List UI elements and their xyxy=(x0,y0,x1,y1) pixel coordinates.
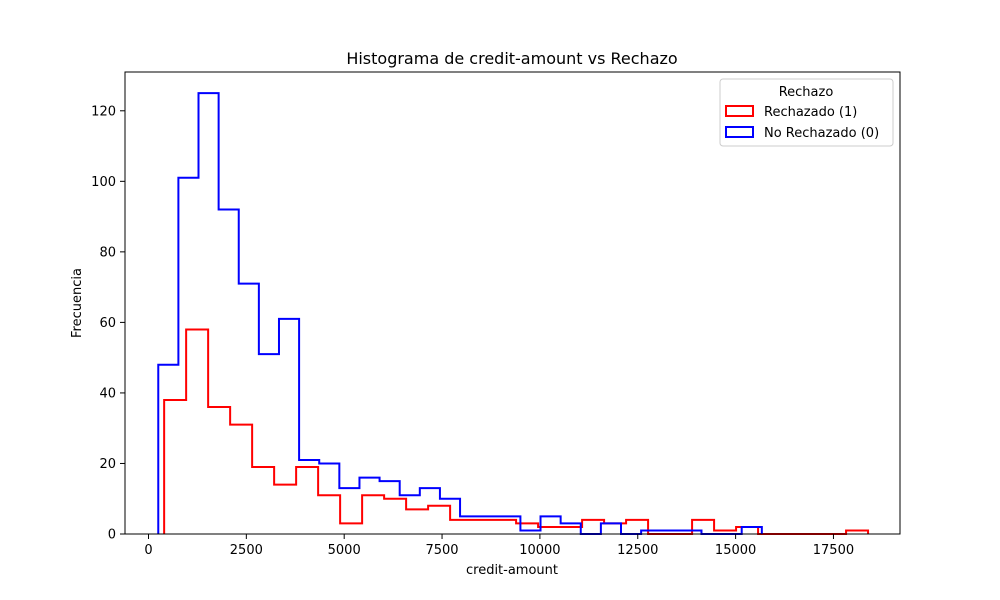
y-axis-label: Frecuencia xyxy=(70,268,85,338)
y-tick-label: 60 xyxy=(99,316,116,331)
x-tick-label: 17500 xyxy=(813,543,854,558)
chart-title: Histograma de credit-amount vs Rechazo xyxy=(346,49,677,68)
legend-label-no-rechazado: No Rechazado (0) xyxy=(764,126,879,141)
x-tick-label: 7500 xyxy=(425,543,458,558)
legend-title: Rechazo xyxy=(779,85,834,100)
x-axis-label: credit-amount xyxy=(466,563,558,578)
y-tick-label: 20 xyxy=(99,457,116,472)
y-tick-label: 120 xyxy=(91,104,116,119)
y-tick-label: 80 xyxy=(99,245,116,260)
histogram-series-rechazado xyxy=(163,328,870,535)
plot-area xyxy=(157,92,870,535)
legend-label-rechazado: Rechazado (1) xyxy=(764,105,857,120)
legend-swatch-no-rechazado xyxy=(725,126,754,138)
x-tick-label: 2500 xyxy=(230,543,263,558)
y-axis: 0 20 40 60 80 100 120 xyxy=(91,104,125,543)
x-tick-label: 12500 xyxy=(617,543,658,558)
x-tick-label: 15000 xyxy=(715,543,756,558)
y-tick-label: 0 xyxy=(108,528,116,543)
axes-frame xyxy=(124,71,901,535)
legend-box xyxy=(719,78,894,147)
x-tick-label: 10000 xyxy=(519,543,560,558)
x-tick-label: 5000 xyxy=(328,543,361,558)
legend: Rechazo Rechazado (1) No Rechazado (0) xyxy=(719,78,894,147)
x-axis: 0 2500 5000 7500 10000 12500 15000 17500 xyxy=(144,534,854,558)
y-tick-label: 100 xyxy=(91,175,116,190)
legend-swatch-rechazado xyxy=(725,105,754,117)
y-tick-label: 40 xyxy=(99,386,116,401)
x-tick-label: 0 xyxy=(144,543,152,558)
histogram-series-no-rechazado xyxy=(157,92,763,535)
